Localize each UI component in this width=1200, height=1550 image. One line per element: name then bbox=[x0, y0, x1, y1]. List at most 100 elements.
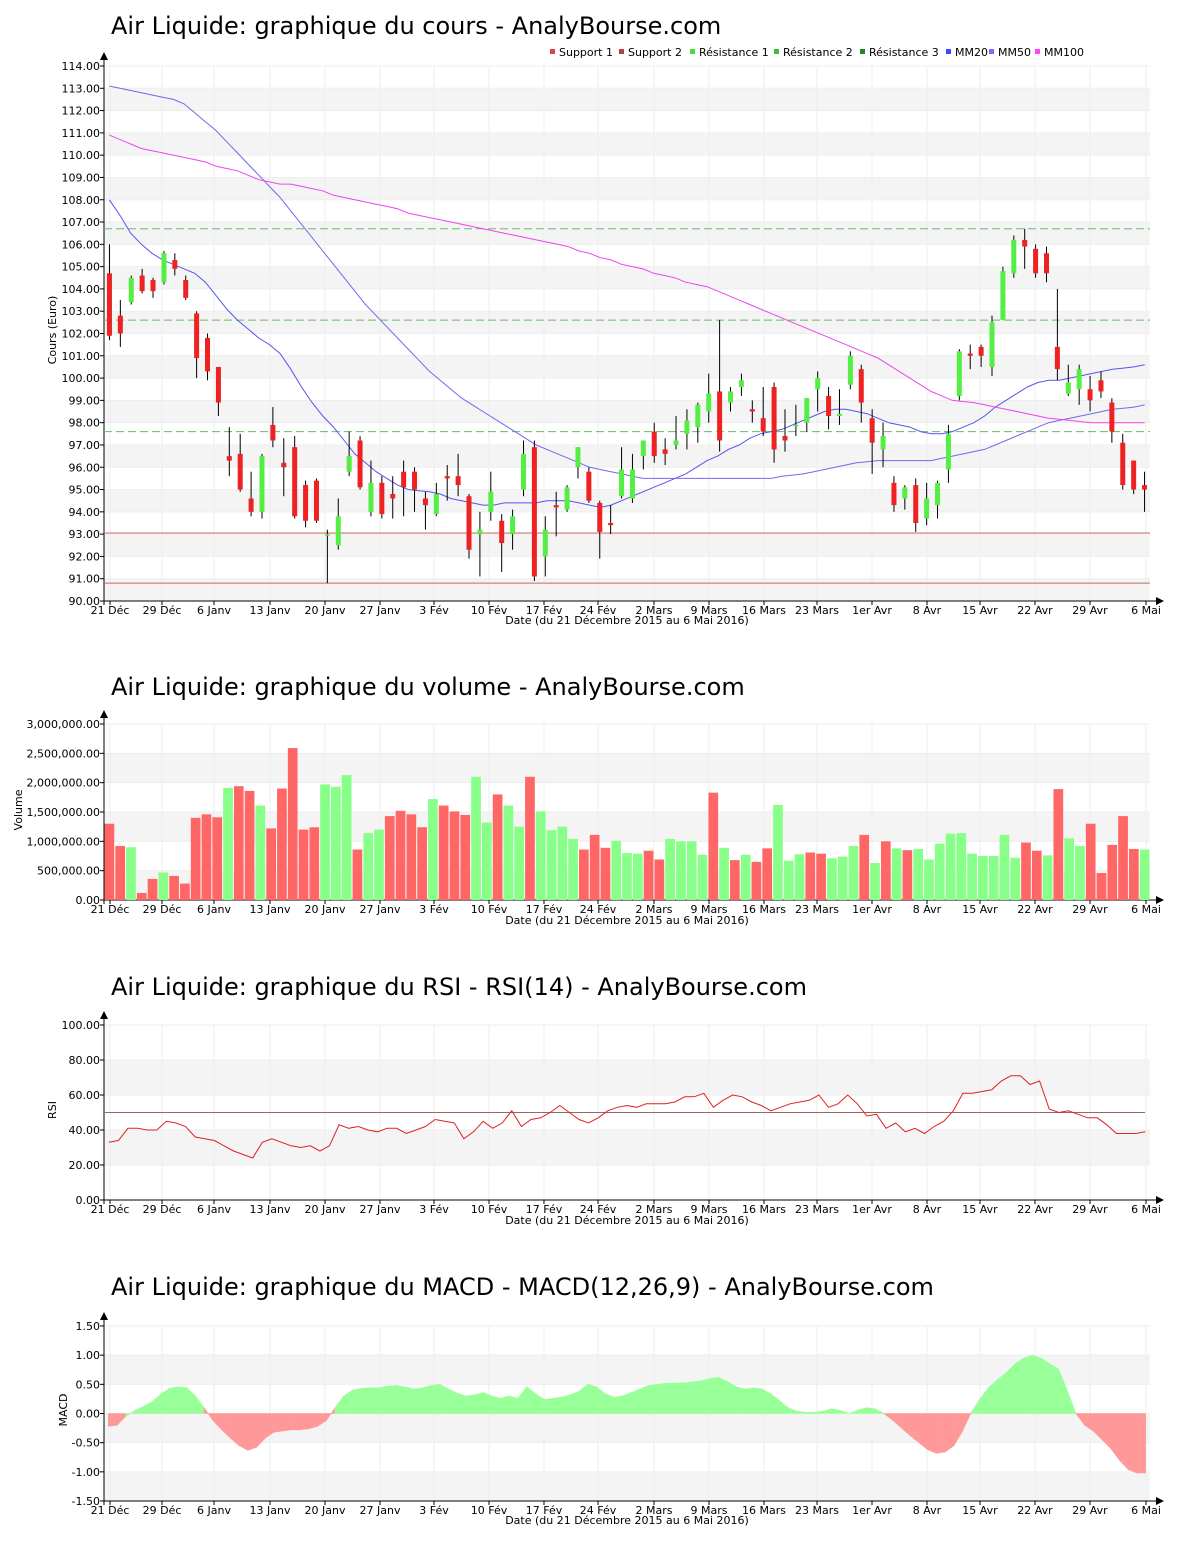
volume-bar bbox=[622, 853, 632, 900]
price-ytick-label: 114.00 bbox=[62, 60, 101, 73]
rsi-xtick-label: 17 Fév bbox=[526, 1203, 563, 1216]
candle-body bbox=[1076, 369, 1082, 390]
legend-label: Résistance 1 bbox=[699, 46, 769, 59]
macd-area-segment bbox=[831, 1408, 841, 1414]
volume-bar bbox=[363, 833, 374, 900]
macd-area-segment bbox=[700, 1378, 711, 1414]
volume-xtick-label: 13 Janv bbox=[250, 903, 291, 916]
volume-bar bbox=[374, 829, 384, 900]
macd-area-segment bbox=[447, 1388, 458, 1414]
volume-bar bbox=[978, 856, 988, 900]
macd-area-segment bbox=[683, 1381, 693, 1414]
legend-label: Résistance 2 bbox=[783, 46, 853, 59]
macd-area-segment bbox=[378, 1385, 388, 1414]
candle-body bbox=[608, 522, 614, 526]
candle-body bbox=[869, 418, 875, 443]
price-ytick-label: 111.00 bbox=[62, 127, 101, 140]
candle-body bbox=[575, 447, 581, 468]
candle-body bbox=[629, 469, 635, 499]
rsi-xtick-label: 21 Déc bbox=[91, 1203, 130, 1216]
macd-area-segment bbox=[1136, 1413, 1146, 1474]
legend-swatch bbox=[690, 49, 695, 54]
price-ytick-label: 97.00 bbox=[69, 439, 101, 452]
price-x-axis-label: Date (du 21 Décembre 2015 au 6 Mai 2016) bbox=[505, 614, 749, 627]
mm50-line bbox=[109, 85, 1145, 479]
legend-label: MM20 bbox=[955, 46, 988, 59]
candle-body bbox=[368, 482, 374, 512]
price-ytick-label: 107.00 bbox=[62, 216, 101, 229]
volume-bar bbox=[320, 784, 330, 900]
legend-swatch bbox=[550, 49, 555, 54]
macd-xtick-label: 23 Mars bbox=[795, 1504, 839, 1517]
candle-body bbox=[978, 346, 984, 356]
price-xtick-label: 13 Janv bbox=[250, 604, 291, 617]
macd-area-segment bbox=[299, 1413, 310, 1431]
macd-area-segment bbox=[491, 1395, 501, 1414]
volume-bar bbox=[266, 828, 276, 900]
volume-bar bbox=[956, 833, 967, 900]
legend-swatch bbox=[1035, 49, 1040, 54]
volume-bar bbox=[934, 843, 945, 900]
price-ytick-label: 105.00 bbox=[62, 261, 101, 274]
macd-area-segment bbox=[404, 1386, 414, 1414]
volume-bar bbox=[751, 861, 762, 900]
candle-body bbox=[891, 482, 897, 506]
volume-bar bbox=[514, 826, 525, 900]
volume-xtick-label: 15 Avr bbox=[962, 903, 998, 916]
macd-area-segment bbox=[1014, 1357, 1024, 1414]
volume-bar bbox=[837, 856, 848, 900]
volume-bar bbox=[147, 878, 158, 900]
candle-body bbox=[826, 395, 832, 416]
candle-body bbox=[847, 355, 853, 385]
macd-area-segment bbox=[282, 1413, 292, 1432]
volume-bar bbox=[1010, 857, 1021, 900]
candle-body bbox=[390, 494, 396, 499]
candle-body bbox=[139, 275, 145, 292]
volume-bar bbox=[384, 816, 395, 900]
rsi-line bbox=[108, 1075, 1146, 1159]
macd-area-segment bbox=[369, 1387, 379, 1414]
macd-area-segment bbox=[238, 1413, 249, 1451]
volume-bar bbox=[212, 817, 223, 900]
volume-bar bbox=[708, 792, 719, 900]
macd-area-segment bbox=[796, 1410, 807, 1414]
candle-body bbox=[281, 462, 287, 468]
volume-bar bbox=[1139, 849, 1150, 900]
price-band bbox=[104, 444, 1150, 468]
candle-body bbox=[728, 391, 734, 403]
macd-area-segment bbox=[1040, 1357, 1051, 1414]
macd-area-segment bbox=[291, 1413, 301, 1431]
volume-bar bbox=[967, 853, 977, 900]
volume-bar bbox=[740, 854, 751, 900]
rsi-xtick-label: 9 Mars bbox=[691, 1203, 728, 1216]
legend-swatch bbox=[946, 49, 951, 54]
macd-xtick-label: 15 Avr bbox=[962, 1504, 998, 1517]
macd-ytick-label: -0.50 bbox=[72, 1437, 100, 1450]
rsi-ytick-label: 40.00 bbox=[69, 1124, 101, 1137]
price-xtick-label: 3 Fév bbox=[419, 604, 449, 617]
macd-area-segment bbox=[857, 1407, 868, 1414]
candle-body bbox=[1109, 402, 1115, 432]
price-band bbox=[104, 132, 1150, 156]
volume-bar bbox=[924, 859, 934, 900]
macd-area-segment bbox=[439, 1383, 449, 1414]
volume-bar bbox=[136, 892, 147, 900]
price-xtick-label: 6 Mai bbox=[1131, 604, 1161, 617]
macd-x-axis-label: Date (du 21 Décembre 2015 au 6 Mai 2016) bbox=[505, 1514, 749, 1527]
volume-bar bbox=[341, 775, 352, 900]
price-ytick-label: 109.00 bbox=[62, 171, 101, 184]
candle-body bbox=[902, 487, 908, 499]
volume-bar bbox=[158, 872, 169, 900]
price-ytick-label: 98.00 bbox=[69, 417, 101, 430]
macd-area-segment bbox=[517, 1385, 528, 1414]
candle-body bbox=[205, 337, 211, 372]
price-ytick-label: 104.00 bbox=[62, 283, 101, 296]
candle-body bbox=[510, 516, 516, 535]
price-band bbox=[104, 355, 1150, 379]
macd-area-segment bbox=[596, 1386, 606, 1414]
price-xtick-label: 27 Janv bbox=[360, 604, 401, 617]
macd-area-segment bbox=[169, 1386, 179, 1414]
macd-area-segment bbox=[927, 1413, 937, 1454]
rsi-xtick-label: 16 Mars bbox=[742, 1203, 786, 1216]
